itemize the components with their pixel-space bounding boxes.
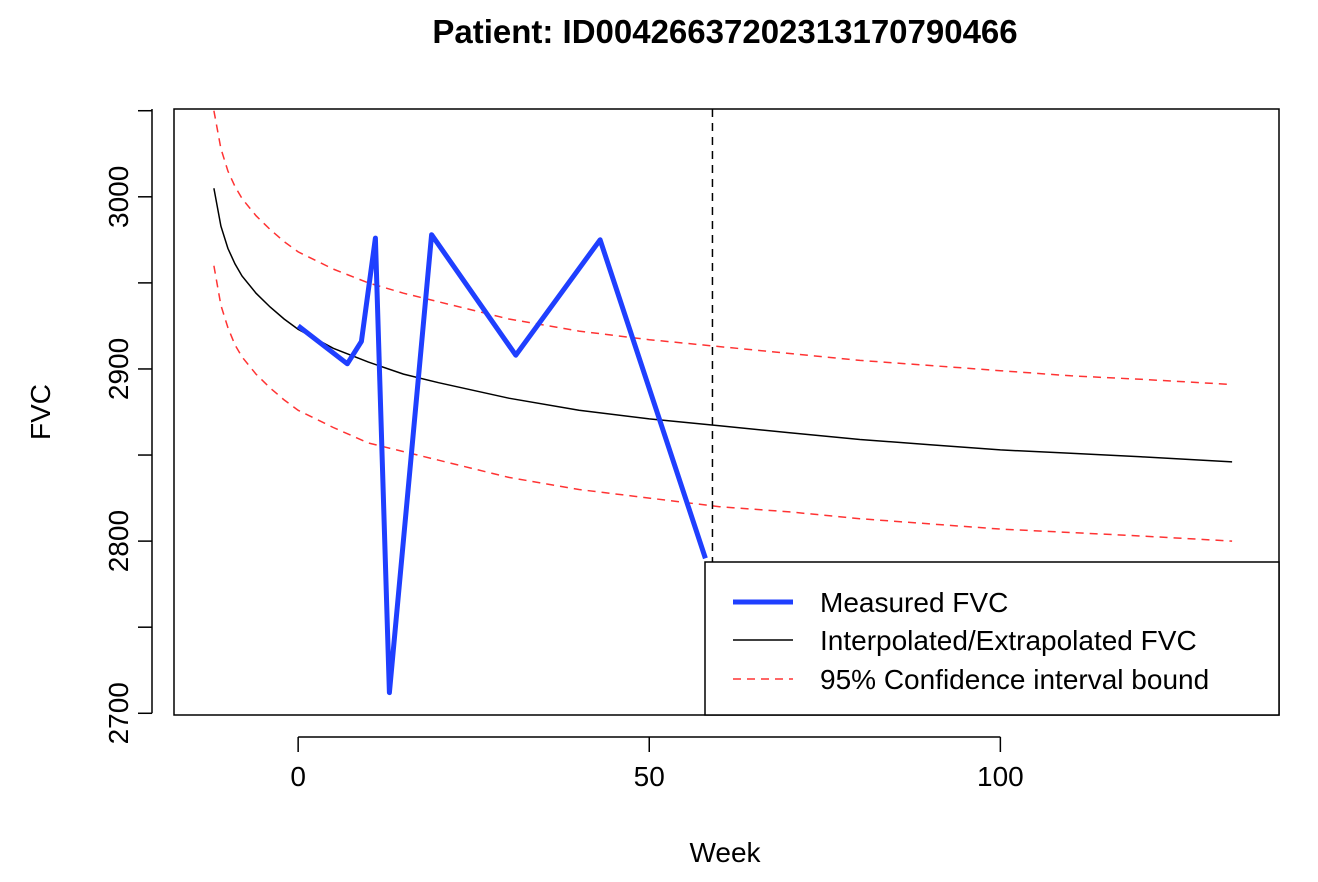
series-line-fitted <box>213 188 1233 463</box>
y-tick-label: 3000 <box>103 166 134 228</box>
x-tick-label: 0 <box>290 761 306 792</box>
series-line-ci_lower <box>213 265 1233 542</box>
x-axis: 0 50 100 <box>290 736 1024 792</box>
plot-lines <box>213 109 1233 715</box>
x-tick-label: 50 <box>634 761 665 792</box>
y-axis: 2700 2800 2900 3000 <box>103 109 153 744</box>
legend-box <box>704 561 1280 716</box>
x-tick-label: 100 <box>977 761 1024 792</box>
legend-label-fitted: Interpolated/Extrapolated FVC <box>820 625 1197 656</box>
legend: Measured FVC Interpolated/Extrapolated F… <box>704 561 1280 716</box>
series-line-measured <box>296 232 708 696</box>
legend-label-ci: 95% Confidence interval bound <box>820 664 1209 695</box>
y-tick-label: 2800 <box>103 510 134 572</box>
legend-label-measured: Measured FVC <box>820 587 1008 618</box>
y-axis-label: FVC <box>25 384 56 440</box>
x-axis-label: Week <box>689 837 761 868</box>
y-tick-label: 2900 <box>103 338 134 400</box>
chart-title: Patient: ID00426637202313170790466 <box>432 13 1017 50</box>
series-line-ci_upper <box>213 110 1233 386</box>
y-tick-label: 2700 <box>103 682 134 744</box>
